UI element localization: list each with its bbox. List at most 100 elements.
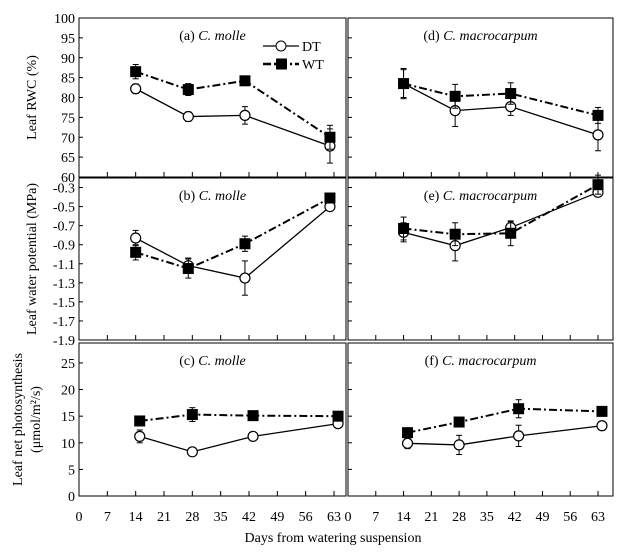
data-point-wt: [398, 78, 410, 90]
x-tick-label: 49: [270, 510, 284, 525]
series-line-dt: [135, 88, 331, 147]
series-wt: [398, 67, 604, 124]
data-point-wt: [449, 228, 461, 240]
panel-frame: [347, 177, 614, 341]
data-point-wt: [449, 90, 461, 102]
series-wt: [134, 407, 344, 427]
data-point-dt: [453, 439, 465, 451]
data-point-dt: [592, 129, 604, 141]
panel-title-prefix: (f): [425, 354, 443, 369]
data-point-wt: [247, 410, 259, 422]
panel-frame: [78, 342, 347, 497]
series-dt: [397, 69, 604, 152]
y-axis-label: Leaf RWC (%): [25, 55, 40, 140]
series-line-wt: [407, 407, 603, 434]
panel-title-species: C. molle: [198, 354, 245, 369]
panel-title: (a) C. molle: [179, 29, 246, 44]
data-point-dt: [513, 430, 525, 442]
data-point-wt: [182, 84, 194, 96]
data-point-dt: [182, 110, 194, 123]
data-point-wt: [505, 88, 517, 100]
series-wt: [398, 174, 604, 247]
x-tick-label: 42: [508, 510, 522, 525]
data-point-wt: [324, 192, 336, 204]
y-tick-label: -0.9: [53, 239, 75, 254]
y-tick-label: 25: [61, 357, 75, 372]
panel-title: (d) C. macrocarpum: [423, 29, 537, 44]
panel-f: 0 7 14 21 28 35 42 49 56 63 (f) C. macrocarpum: [345, 342, 614, 525]
y-tick-label: 80: [61, 92, 75, 107]
series-line-dt: [135, 206, 331, 279]
series-line-wt: [135, 70, 331, 139]
x-tick-label: 35: [480, 510, 494, 525]
panel-c: 0 5 10 15 20 25 0 7 14 21 28 35 42 49 56 63 (c) C. molle…: [11, 342, 347, 525]
y-tick-label: 60: [61, 171, 75, 186]
panel-title-prefix: (c): [179, 354, 198, 369]
panel-a: 60 65 70 75 80 85 90 95 100 (a) C. molle Leaf RWC …: [25, 12, 347, 186]
y-tick-label: 0: [68, 490, 75, 505]
data-point-wt: [332, 410, 344, 422]
y-tick-label: 85: [61, 72, 75, 87]
x-tick-label: 7: [104, 510, 111, 525]
panel-title-species: C. molle: [199, 189, 246, 204]
data-point-wt: [402, 427, 414, 439]
x-tick-label: 42: [242, 510, 256, 525]
panel-title-species: C. macrocarpum: [443, 29, 537, 44]
panel-b: -0.3 -0.5 -0.7 -0.9 -1.1 -1.3 -1.5 -1.7 -1.9 (b) …: [25, 177, 347, 349]
data-point-wt: [505, 227, 517, 239]
y-axis-label: Leaf net photosynthesis: [11, 353, 26, 486]
y-tick-label: -1.3: [53, 277, 75, 292]
x-tick-label: 28: [185, 510, 199, 525]
panel-title: (f) C. macrocarpum: [425, 354, 537, 369]
y-axis-label-units: (μmol/m²/s): [29, 386, 44, 453]
panel-title-species: C. molle: [198, 29, 245, 44]
y-tick-label: -1.7: [53, 315, 75, 330]
series-wt: [402, 399, 608, 439]
series-dt: [401, 420, 608, 455]
data-point-wt: [239, 75, 251, 87]
series-line-wt: [403, 82, 599, 117]
x-tick-label: 0: [76, 510, 83, 525]
y-tick-label: -1.9: [53, 334, 75, 349]
legend-label: WT: [302, 58, 324, 73]
data-point-wt: [239, 238, 251, 250]
x-tick-label: 21: [424, 510, 438, 525]
panel-title-prefix: (d): [423, 29, 443, 44]
x-tick-label: 7: [372, 510, 379, 525]
x-tick-label: 28: [452, 510, 466, 525]
panel-frame: [347, 342, 614, 497]
y-tick-label: -1.5: [53, 296, 75, 311]
x-tick-label: 21: [157, 510, 171, 525]
series-line-wt: [139, 413, 339, 422]
series-line-dt: [407, 425, 603, 446]
y-tick-label: 10: [61, 437, 75, 452]
series-line-wt: [135, 197, 331, 270]
x-tick-label: 56: [563, 510, 577, 525]
panel-title-prefix: (b): [179, 189, 199, 204]
data-point-dt: [239, 272, 251, 284]
data-point-dt: [247, 430, 259, 442]
data-point-dt: [134, 430, 146, 442]
x-axis-label: Days from watering suspension: [245, 531, 422, 546]
x-tick-label: 63: [591, 510, 605, 525]
data-point-wt: [592, 179, 604, 191]
legend-marker-dt: [275, 40, 287, 52]
data-point-dt: [130, 83, 142, 95]
panel-e: (e) C. macrocarpum: [347, 174, 614, 341]
x-tick-label: 14: [129, 510, 143, 525]
panel-title: (b) C. molle: [179, 189, 246, 204]
x-tick-label: 49: [535, 510, 549, 525]
data-point-wt: [453, 416, 465, 428]
panel-title-prefix: (e): [424, 189, 443, 204]
x-tick-label: 0: [345, 510, 352, 525]
series-dt: [134, 418, 344, 458]
panel-title-prefix: (a): [179, 29, 198, 44]
y-tick-label: -0.3: [53, 182, 75, 197]
data-point-wt: [592, 109, 604, 121]
x-tick-label: 14: [397, 510, 411, 525]
y-tick-label: 20: [61, 384, 75, 399]
data-point-wt: [130, 66, 142, 78]
data-point-wt: [130, 246, 142, 258]
data-point-dt: [186, 446, 198, 458]
